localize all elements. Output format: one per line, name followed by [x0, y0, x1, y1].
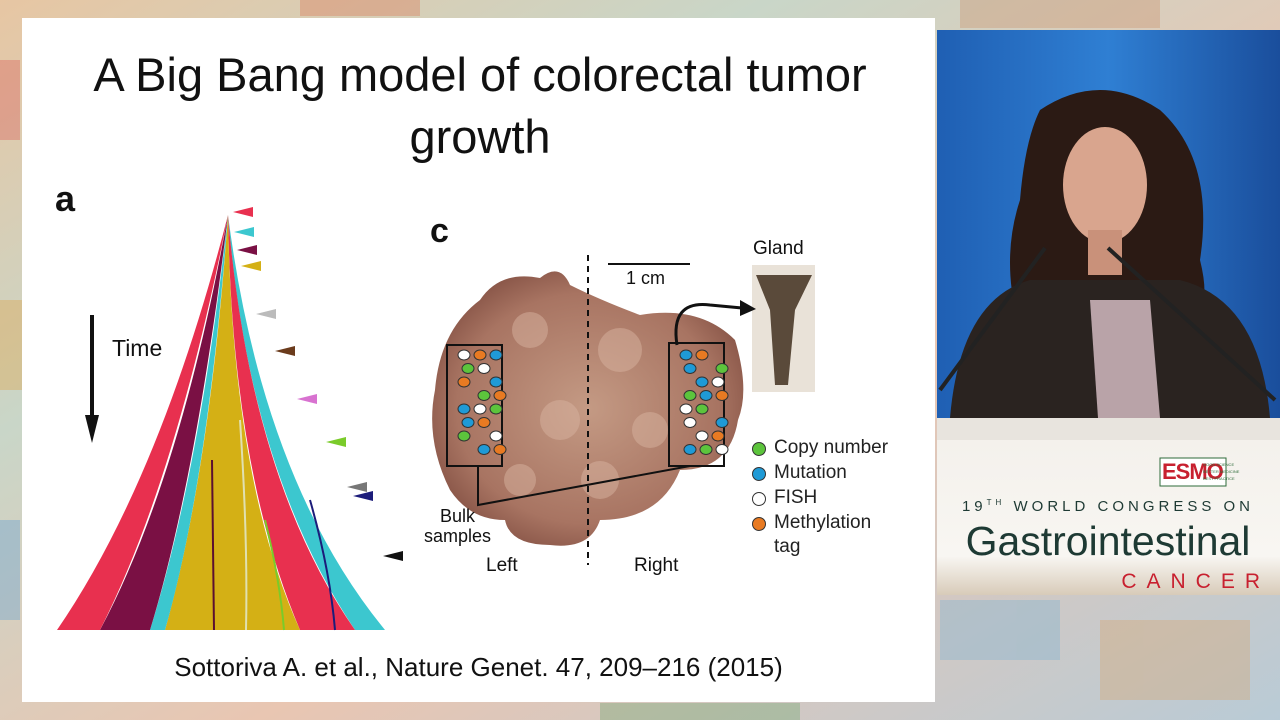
sample-dot: [715, 444, 729, 455]
legend-item: FISH: [752, 486, 902, 510]
sample-dot: [477, 363, 491, 374]
sample-box-right: [668, 342, 725, 467]
lineage-diagram: [57, 215, 385, 631]
sample-dot: [461, 363, 475, 374]
speaker-neck: [1088, 230, 1122, 275]
sample-dot: [715, 417, 729, 428]
tagline-line: BETTER MEDICINE: [1203, 469, 1240, 474]
legend-dot: [752, 492, 766, 506]
legend-label: Mutation: [774, 462, 847, 483]
sample-dot: [711, 376, 725, 388]
podium: [937, 418, 1280, 440]
sample-dot: [699, 444, 713, 455]
sample-dot: [493, 444, 507, 455]
microphone: [1106, 246, 1277, 402]
legend-label: Copy number: [774, 437, 889, 458]
sample-dot: [695, 403, 709, 415]
legend: Copy number Mutation FISH Methylation tag: [752, 436, 902, 560]
logo-box: [1159, 457, 1227, 487]
sample-dot: [711, 430, 725, 442]
sample-dot: [695, 430, 709, 442]
sample-dot: [457, 376, 471, 388]
congress-text: WORLD CONGRESS ON: [1013, 498, 1255, 515]
panel-label: c: [430, 212, 449, 250]
sample-dot: [715, 363, 729, 374]
sample-dot: [457, 349, 471, 361]
time-label: Time: [112, 335, 163, 361]
sample-dot: [477, 417, 491, 428]
gland-label: Gland: [753, 238, 804, 259]
sample-dot: [489, 349, 503, 361]
sample-dot: [477, 390, 491, 401]
microphone: [938, 246, 1047, 392]
sample-dot: [679, 403, 693, 415]
sample-dot: [489, 376, 503, 388]
legend-item: Mutation: [752, 461, 902, 485]
legend-dot: [752, 442, 766, 456]
sample-dot: [477, 444, 491, 455]
time-arrow: [85, 315, 99, 443]
event-subject: CANCER: [1121, 570, 1270, 593]
gland-arrowhead: [740, 300, 756, 316]
logo: ESMO: [1162, 459, 1224, 484]
speaker-top: [1090, 300, 1160, 418]
legend-label: Methylation tag: [774, 512, 872, 557]
sample-dot: [473, 403, 487, 415]
sample-dot: [695, 349, 709, 361]
event-name: Gastrointestinal: [965, 518, 1251, 564]
tagline-line: GOOD SCIENCE: [1203, 462, 1235, 467]
speaker-face: [1063, 127, 1147, 243]
sample-dot: [473, 349, 487, 361]
sample-dot: [489, 403, 503, 415]
bulk-lines: [477, 465, 691, 507]
ordinal: TH: [986, 498, 1006, 507]
gland-arrow: [674, 303, 743, 346]
legend-label: FISH: [774, 487, 818, 508]
clone-markers: [233, 207, 403, 561]
left-label: Left: [486, 555, 518, 576]
scale-label: 1 cm: [626, 268, 666, 288]
mosaic-tiles: [0, 0, 1250, 720]
legend-item: Copy number: [752, 436, 902, 460]
congress: 19TH WORLD CONGRESS ON: [948, 498, 1268, 515]
sample-dot: [699, 390, 713, 401]
slide-title: A Big Bang model of colorectal tumor gro…: [93, 48, 867, 163]
citation: Sottoriva A. et al., Nature Genet. 47, 2…: [174, 652, 783, 682]
sample-dot: [683, 444, 697, 455]
sample-dot: [493, 390, 507, 401]
legend-dot: [752, 467, 766, 481]
panel-label: a: [55, 178, 76, 219]
sample-dot: [679, 349, 693, 361]
congress-number: 19: [961, 498, 987, 515]
bulk-label: Bulk samples: [423, 506, 492, 546]
legend-item: Methylation tag: [752, 511, 902, 559]
tagline: GOOD SCIENCE BETTER MEDICINE BEST PRACTICE: [1203, 461, 1239, 482]
legend-dot: [752, 517, 766, 531]
sample-dot: [683, 363, 697, 374]
sample-dot: [695, 376, 709, 388]
sample-dot: [683, 417, 697, 428]
right-label: Right: [634, 555, 679, 576]
sample-dot: [457, 403, 471, 415]
sample-dot: [489, 430, 503, 442]
sample-dot: [461, 417, 475, 428]
sample-dot: [457, 430, 471, 442]
sample-box-left: [446, 344, 503, 467]
gland-shape: [756, 275, 812, 385]
sample-dot: [683, 390, 697, 401]
tagline-line: BEST PRACTICE: [1203, 476, 1235, 481]
sample-dot: [715, 390, 729, 401]
tumor-texture: [504, 312, 668, 499]
sample-dots: [457, 349, 729, 455]
